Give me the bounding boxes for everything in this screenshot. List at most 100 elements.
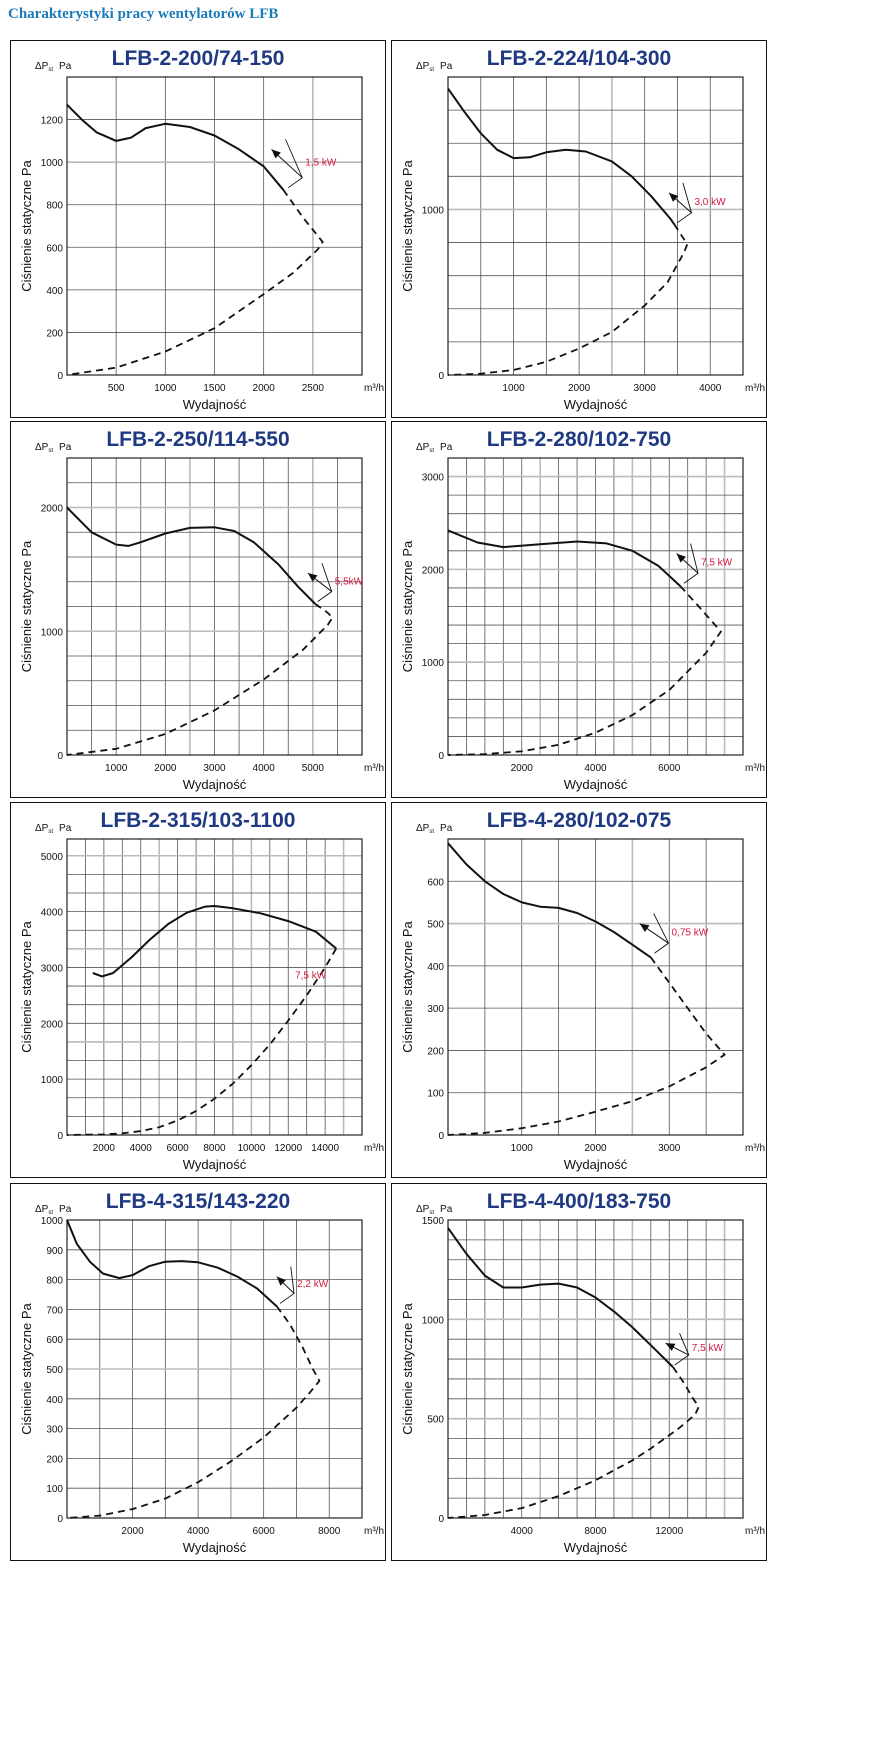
grid bbox=[67, 1220, 362, 1518]
grid bbox=[448, 77, 743, 375]
chart-title: LFB-4-280/102-075 bbox=[486, 809, 672, 832]
power-label: 3,0 kW bbox=[694, 197, 726, 208]
chart-panel: LFB-2-224/104-300 ΔPst Pa 0 1000 1000 2000 3000… bbox=[391, 40, 767, 418]
y-tick-label: 200 bbox=[46, 328, 63, 339]
limit-curve bbox=[66, 189, 324, 376]
y-unit-label: ΔPst Pa bbox=[416, 823, 453, 835]
chart-panel: LFB-2-200/74-150 ΔPst Pa 0 200 400 600 800 1000 1… bbox=[10, 40, 386, 418]
y-tick-label: 900 bbox=[46, 1246, 63, 1257]
arrow-head-icon bbox=[276, 1276, 287, 1286]
grid bbox=[67, 458, 362, 755]
arrow-head-icon bbox=[307, 573, 318, 582]
y-tick-label: 0 bbox=[57, 371, 63, 382]
y-unit-label: ΔPst Pa bbox=[35, 1204, 72, 1216]
x-tick-label: 5000 bbox=[302, 763, 325, 774]
y-tick-label: 100 bbox=[46, 1484, 63, 1495]
y-tick-label: 200 bbox=[427, 1046, 444, 1057]
chart-panel: LFB-4-400/183-750 ΔPst Pa 0 500 1000 1500 4000 8… bbox=[391, 1183, 767, 1561]
chart-panel: LFB-2-250/114-550 ΔPst Pa 0 1000 2000 1000 2000… bbox=[10, 421, 386, 798]
power-label: 0,75 kW bbox=[672, 927, 709, 938]
limit-curve bbox=[66, 948, 337, 1136]
x-tick-label: 2000 bbox=[93, 1143, 116, 1154]
y-tick-label: 700 bbox=[46, 1305, 63, 1316]
x-tick-label: 4000 bbox=[699, 383, 722, 394]
y-tick-label: 0 bbox=[438, 751, 444, 762]
limit-curve bbox=[66, 1305, 321, 1519]
y-tick-label: 300 bbox=[427, 1004, 444, 1015]
characteristic-curve bbox=[92, 905, 337, 978]
power-bracket bbox=[683, 543, 699, 584]
y-tick-label: 1200 bbox=[41, 116, 64, 127]
power-label: 2,2 kW bbox=[297, 1279, 329, 1290]
chart-title: LFB-4-315/143-220 bbox=[105, 1190, 291, 1213]
x-tick-label: 4000 bbox=[584, 763, 607, 774]
power-bracket bbox=[285, 139, 303, 189]
characteristic-curve bbox=[447, 88, 676, 225]
y-unit-label: ΔPst Pa bbox=[416, 1204, 453, 1216]
plot-frame bbox=[66, 457, 363, 756]
y-axis-label: Ciśnienie statyczne Pa bbox=[19, 159, 34, 291]
arrow-head-icon bbox=[639, 923, 650, 932]
limit-curve bbox=[447, 585, 722, 756]
chart-title: LFB-2-250/114-550 bbox=[106, 428, 290, 451]
y-tick-label: 2000 bbox=[41, 1019, 64, 1030]
y-tick-label: 0 bbox=[57, 1514, 63, 1525]
x-axis-label: Wydajność bbox=[183, 397, 247, 412]
plot-frame bbox=[447, 457, 744, 756]
x-tick-label: 1000 bbox=[154, 383, 177, 394]
x-axis-label: Wydajność bbox=[183, 1540, 247, 1555]
x-tick-label: 2000 bbox=[154, 763, 177, 774]
y-axis-label: Ciśnienie statyczne Pa bbox=[19, 540, 34, 672]
grid bbox=[448, 1220, 743, 1518]
x-tick-label: 6000 bbox=[167, 1143, 190, 1154]
chart-panel: LFB-4-315/143-220 ΔPst Pa 0 100 200 300 400 500 6… bbox=[10, 1183, 386, 1561]
chart-svg: ΔPst Pa 0 100 200 300 400 500 600 1000 2000 3000 m³/… bbox=[400, 823, 765, 1172]
y-tick-label: 400 bbox=[46, 1395, 63, 1406]
y-tick-label: 1000 bbox=[41, 1075, 64, 1086]
y-tick-label: 1000 bbox=[422, 205, 445, 216]
chart-title: LFB-2-315/103-1100 bbox=[100, 809, 296, 832]
y-tick-label: 4000 bbox=[41, 908, 64, 919]
x-tick-label: 3000 bbox=[634, 383, 657, 394]
x-axis-label: Wydajność bbox=[564, 1540, 628, 1555]
x-unit-label: m³/h bbox=[745, 1526, 765, 1537]
x-tick-label: 8000 bbox=[318, 1526, 341, 1537]
plot-frame bbox=[66, 838, 363, 1136]
power-label: 5,5kW bbox=[335, 576, 364, 587]
y-axis-label: Ciśnienie statyczne Pa bbox=[400, 159, 415, 291]
y-tick-label: 800 bbox=[46, 1276, 63, 1287]
characteristic-curve bbox=[447, 1227, 674, 1368]
x-tick-label: 12000 bbox=[274, 1143, 302, 1154]
characteristic-curve bbox=[66, 1219, 278, 1308]
x-tick-label: 1000 bbox=[502, 383, 525, 394]
x-axis-label: Wydajność bbox=[183, 777, 247, 792]
x-unit-label: m³/h bbox=[364, 383, 384, 394]
y-tick-label: 600 bbox=[46, 1335, 63, 1346]
chart-panel: LFB-2-280/102-750 ΔPst Pa 0 1000 2000 3000 2000… bbox=[391, 421, 767, 798]
x-tick-label: 6000 bbox=[658, 763, 681, 774]
limit-curve bbox=[447, 956, 726, 1136]
x-tick-label: 2000 bbox=[253, 383, 276, 394]
y-tick-label: 400 bbox=[427, 962, 444, 973]
chart-svg: ΔPst Pa 0 500 1000 1500 4000 8000 12000 m³/h Wydaj… bbox=[400, 1204, 765, 1555]
y-unit-label: ΔPst Pa bbox=[416, 61, 453, 73]
plot-frame bbox=[66, 76, 363, 376]
x-tick-label: 1000 bbox=[105, 763, 128, 774]
x-tick-label: 2500 bbox=[302, 383, 325, 394]
y-unit-label: ΔPst Pa bbox=[416, 442, 453, 454]
y-tick-label: 500 bbox=[46, 1365, 63, 1376]
x-tick-label: 500 bbox=[108, 383, 125, 394]
y-axis-label: Ciśnienie statyczne Pa bbox=[19, 920, 34, 1052]
y-tick-label: 2000 bbox=[422, 565, 445, 576]
y-tick-label: 500 bbox=[427, 920, 444, 931]
grid bbox=[448, 839, 743, 1135]
x-tick-label: 8000 bbox=[203, 1143, 226, 1154]
x-unit-label: m³/h bbox=[364, 763, 384, 774]
power-label: 1,5 kW bbox=[305, 158, 337, 169]
x-tick-label: 2000 bbox=[121, 1526, 144, 1537]
grid bbox=[448, 458, 743, 755]
x-axis-label: Wydajność bbox=[564, 777, 628, 792]
characteristic-curve bbox=[447, 842, 652, 959]
characteristic-curve bbox=[66, 103, 285, 191]
x-unit-label: m³/h bbox=[745, 383, 765, 394]
